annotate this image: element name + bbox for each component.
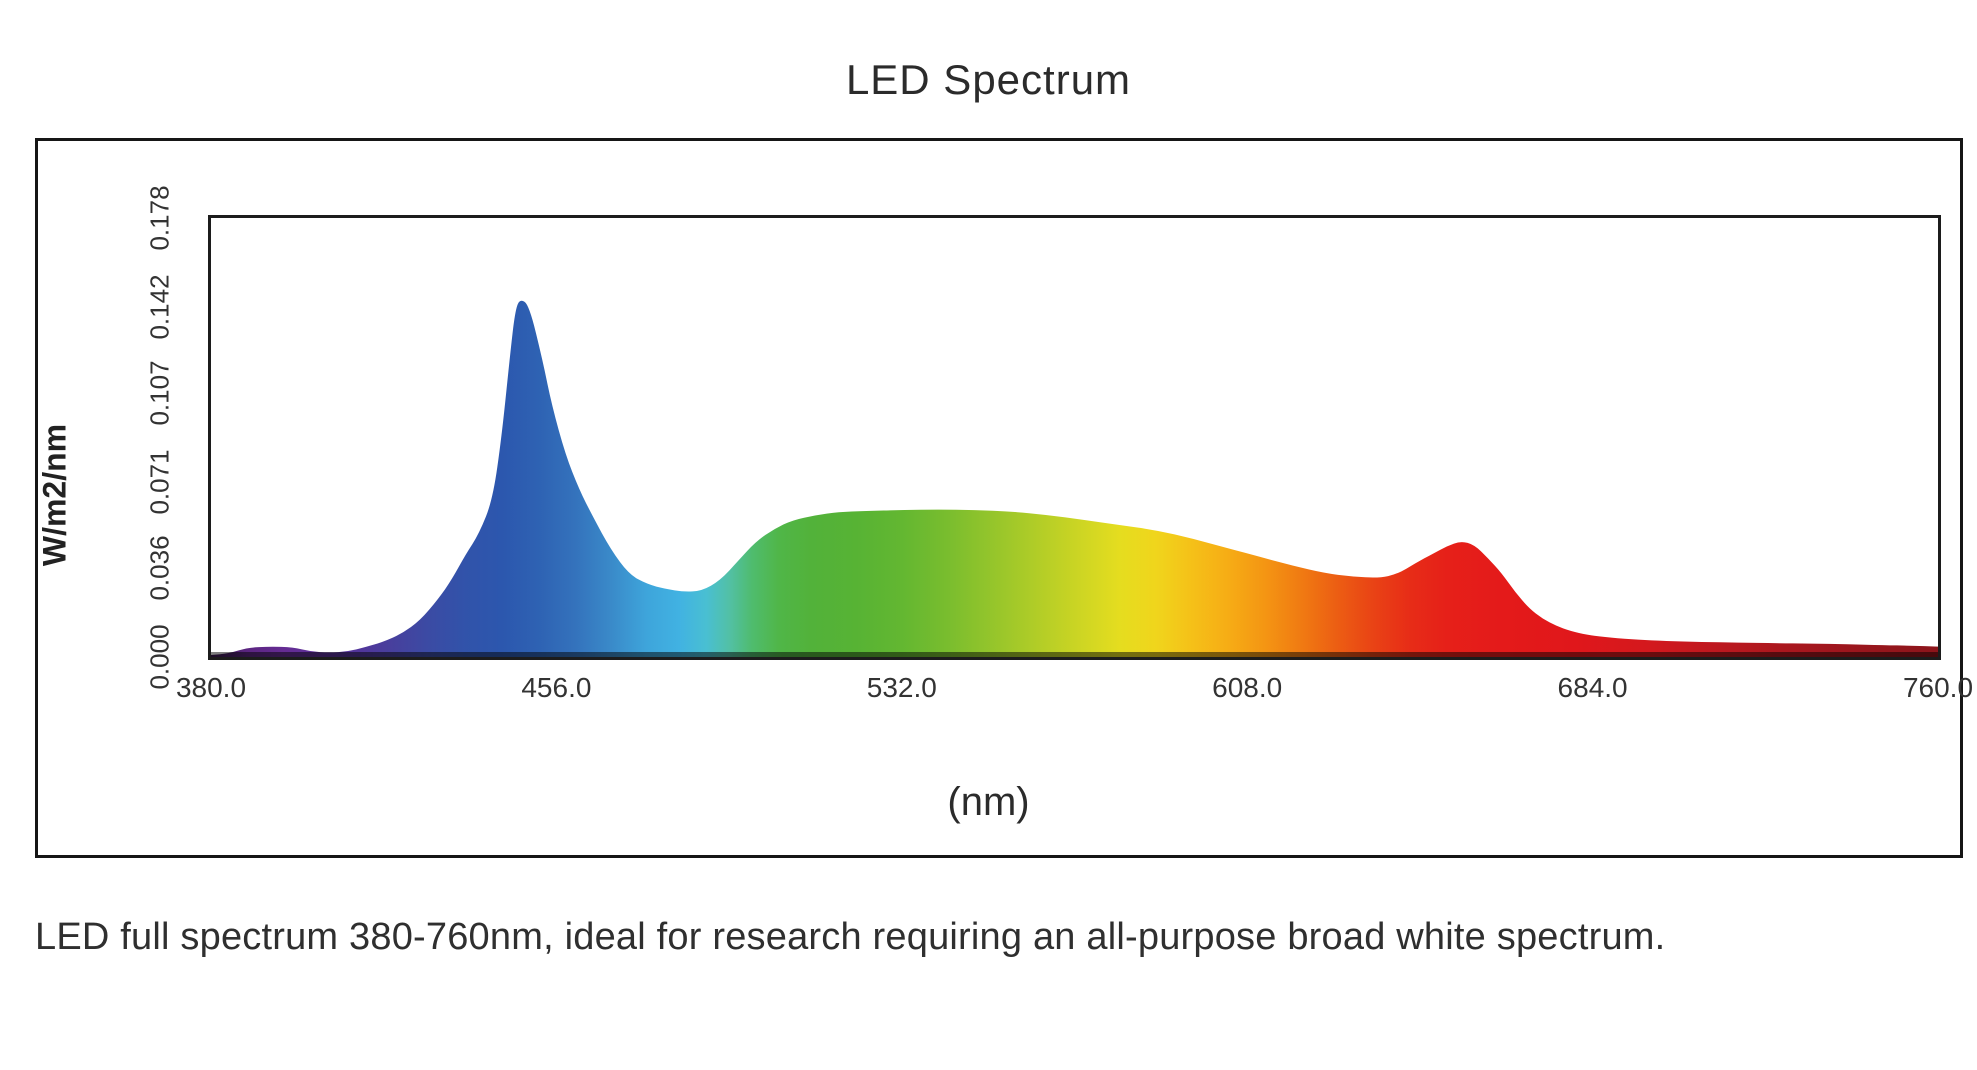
y-tick-label: 0.178 <box>144 185 175 251</box>
y-tick-label: 0.071 <box>144 449 175 515</box>
spectrum-area-chart <box>211 300 1938 657</box>
y-axis-unit-label: W/m2/nm <box>36 423 73 567</box>
page-title: LED Spectrum <box>845 56 1132 103</box>
caption-text: LED full spectrum 380-760nm, ideal for r… <box>35 916 1666 958</box>
plot-area <box>208 215 1941 660</box>
x-tick-label: 760.0 <box>1902 672 1974 703</box>
spectrum-fill <box>211 300 1938 657</box>
x-axis-label: (nm) <box>947 780 1030 824</box>
x-tick-label: 380.0 <box>175 672 247 703</box>
x-tick-label: 532.0 <box>866 672 937 703</box>
x-tick-label: 608.0 <box>1212 672 1283 703</box>
x-axis-baseline <box>211 652 1938 657</box>
y-tick-label: 0.036 <box>144 535 175 601</box>
x-tick-label: 456.0 <box>521 672 592 703</box>
x-tick-label: 684.0 <box>1557 672 1628 703</box>
y-tick-label: 0.107 <box>144 360 175 426</box>
y-tick-label: 0.000 <box>144 624 175 690</box>
y-tick-label: 0.142 <box>144 274 175 340</box>
